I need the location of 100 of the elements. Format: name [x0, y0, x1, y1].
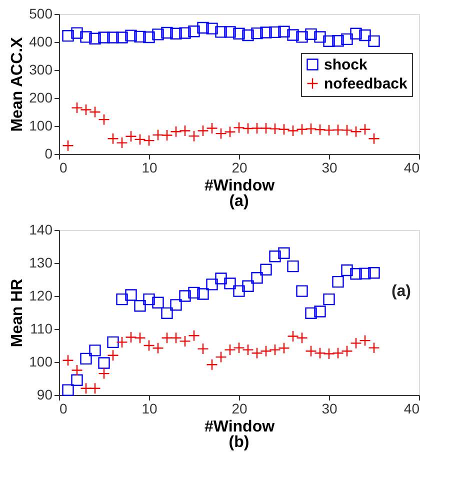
point	[62, 30, 74, 42]
point	[368, 132, 380, 144]
point	[89, 382, 101, 394]
y-tick-label: 400	[29, 34, 53, 50]
point	[179, 124, 191, 137]
point	[269, 344, 281, 356]
point	[251, 27, 263, 40]
point	[143, 340, 155, 352]
point	[296, 285, 308, 297]
point	[170, 299, 182, 311]
point	[305, 345, 317, 357]
point	[80, 352, 92, 365]
point	[350, 28, 362, 40]
point	[197, 342, 209, 355]
point	[116, 32, 128, 44]
point	[152, 342, 164, 354]
point	[350, 126, 362, 138]
point	[215, 128, 227, 140]
point	[170, 126, 182, 138]
point	[71, 27, 83, 39]
y-tick-label: 140	[29, 222, 53, 238]
x-tick-label: 30	[322, 160, 338, 176]
point	[89, 344, 101, 356]
point	[107, 336, 119, 348]
point	[278, 124, 290, 136]
point	[269, 250, 281, 262]
point	[152, 296, 164, 308]
point	[233, 122, 245, 134]
x-tick-label: 0	[60, 400, 68, 416]
point	[143, 31, 155, 44]
point	[287, 29, 299, 41]
point	[350, 337, 362, 350]
y-tick-label: 130	[29, 254, 53, 270]
point	[152, 129, 164, 141]
legend-label: nofeedback	[324, 76, 408, 92]
point	[134, 134, 146, 146]
point	[89, 32, 101, 44]
x-tick-label: 20	[232, 160, 248, 176]
point	[341, 264, 353, 276]
point	[215, 272, 227, 284]
point	[323, 348, 335, 360]
point	[251, 272, 263, 284]
point	[170, 28, 182, 40]
y-tick-label: 300	[29, 62, 53, 78]
x-tick-label: 40	[404, 400, 420, 416]
point	[71, 364, 83, 376]
point	[224, 26, 236, 38]
point	[125, 289, 137, 301]
point	[314, 306, 326, 318]
y-tick-label: 0	[44, 146, 53, 162]
point	[314, 347, 326, 359]
point	[224, 344, 236, 356]
point	[260, 264, 272, 276]
point	[134, 332, 146, 344]
point	[323, 293, 335, 306]
point	[161, 26, 173, 39]
x-tick-label: 40	[404, 160, 420, 176]
point	[242, 280, 254, 292]
point	[143, 134, 155, 146]
y-axis-title: Mean ACC.X	[9, 36, 26, 132]
point	[62, 354, 74, 366]
point	[98, 32, 110, 44]
point	[332, 35, 344, 47]
point	[134, 300, 146, 312]
point	[125, 30, 137, 42]
x-tick-label: 10	[142, 400, 158, 416]
point	[314, 124, 326, 136]
point	[71, 102, 83, 114]
point	[116, 136, 128, 149]
point	[305, 307, 317, 320]
point	[161, 332, 173, 344]
point	[233, 285, 245, 297]
y-tick-label: 110	[30, 320, 53, 336]
point	[197, 124, 209, 137]
point	[233, 28, 245, 40]
point	[161, 129, 173, 142]
point	[125, 331, 137, 344]
point	[278, 26, 290, 38]
point	[332, 276, 344, 288]
point	[269, 122, 281, 135]
point	[224, 126, 236, 138]
point	[260, 345, 272, 357]
point	[116, 336, 128, 348]
point	[107, 32, 119, 44]
point	[215, 351, 227, 363]
y-tick-label: 120	[29, 288, 53, 304]
x-tick-label: 0	[60, 160, 68, 176]
point	[98, 368, 110, 380]
text: (a)	[229, 193, 249, 210]
point	[188, 130, 200, 142]
point	[305, 28, 317, 40]
point	[206, 22, 218, 34]
y-tick-label: 500	[29, 6, 53, 22]
legend-label: shock	[324, 56, 368, 74]
y-tick-label: 90	[36, 386, 53, 402]
point	[161, 307, 173, 320]
point	[287, 330, 299, 342]
y-tick-label: 200	[29, 90, 53, 106]
point	[359, 268, 371, 280]
point	[242, 122, 254, 134]
